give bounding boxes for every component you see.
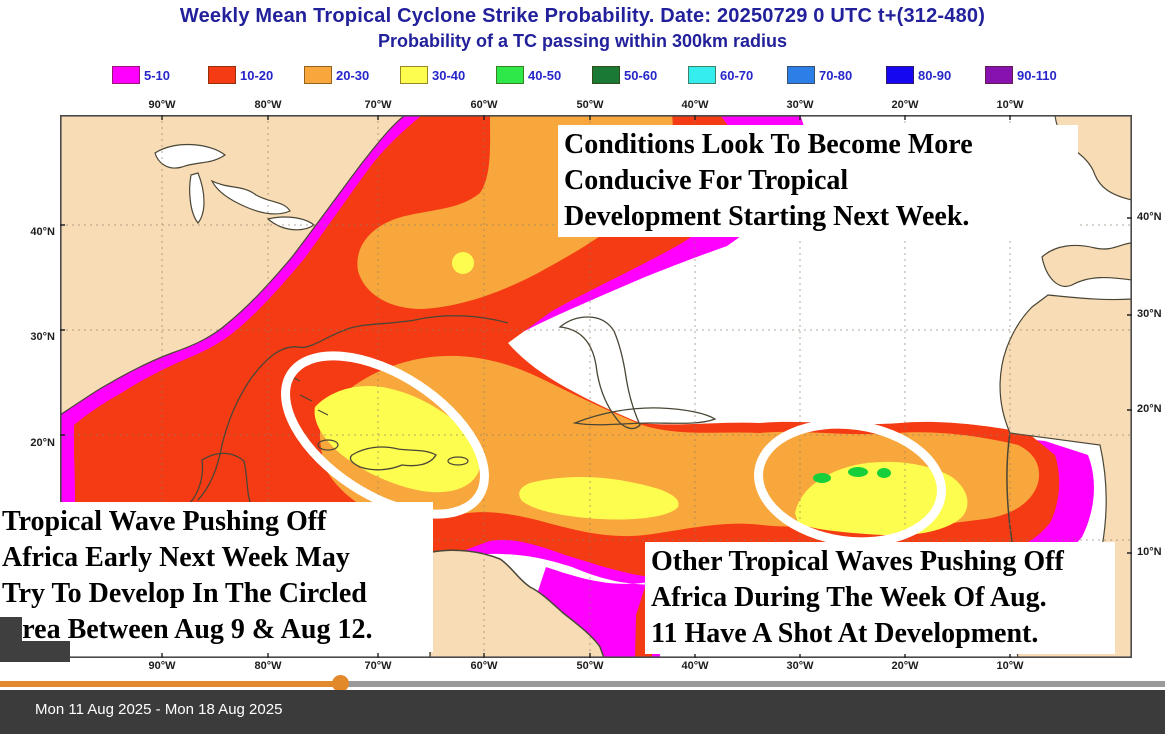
lon-label-top: 50°W bbox=[576, 99, 604, 111]
africa-coastline bbox=[1006, 432, 1015, 554]
hispaniola-coastline bbox=[349, 446, 437, 471]
lon-label-bottom: 80°W bbox=[254, 660, 282, 672]
gulf-coastline bbox=[197, 315, 509, 501]
prob-core-30-40 bbox=[314, 385, 480, 493]
lon-label-top: 90°W bbox=[148, 99, 176, 111]
legend-item: 60-70 bbox=[688, 66, 787, 84]
jamaica-coastline bbox=[317, 439, 339, 451]
lon-label-top: 80°W bbox=[254, 99, 282, 111]
great-lakes bbox=[210, 179, 291, 215]
lon-label-bottom: 70°W bbox=[364, 660, 392, 672]
prob-spot-40-50 bbox=[877, 468, 891, 478]
great-lakes bbox=[154, 143, 227, 169]
lon-label-bottom: 90°W bbox=[148, 660, 176, 672]
great-lakes bbox=[189, 172, 205, 224]
land-south-america bbox=[429, 549, 606, 659]
prob-core-30-40 bbox=[452, 252, 474, 274]
lon-label-top: 70°W bbox=[364, 99, 392, 111]
lon-label-top: 20°W bbox=[891, 99, 919, 111]
puerto-rico-coastline bbox=[447, 456, 469, 466]
cuba-coastline bbox=[572, 407, 717, 426]
annotation-box-tropical-wave: Tropical Wave Pushing Off Africa Early N… bbox=[0, 502, 433, 652]
legend-swatch bbox=[592, 66, 620, 84]
annotation-box-other-waves: Other Tropical Waves Pushing Off Africa … bbox=[645, 542, 1115, 654]
florida-coastline bbox=[558, 316, 641, 430]
legend-item: 30-40 bbox=[400, 66, 496, 84]
legend-item: 10-20 bbox=[208, 66, 304, 84]
timeline-progress bbox=[0, 681, 333, 687]
timeline-slider[interactable] bbox=[0, 675, 1165, 692]
prob-core-30-40 bbox=[795, 461, 968, 536]
lon-label-bottom: 30°W bbox=[786, 660, 814, 672]
timeline-handle[interactable] bbox=[332, 675, 349, 692]
probability-legend: 5-10 10-20 20-30 30-40 40-50 50-60 60-70… bbox=[112, 66, 1145, 84]
legend-item: 70-80 bbox=[787, 66, 886, 84]
lon-label-top: 30°W bbox=[786, 99, 814, 111]
timeline-bar: Mon 11 Aug 2025 - Mon 18 Aug 2025 bbox=[0, 690, 1165, 734]
map-border bbox=[60, 115, 1133, 659]
lat-label-right: 30°N bbox=[1137, 308, 1162, 320]
prob-spot-40-50 bbox=[848, 467, 868, 477]
page-title: Weekly Mean Tropical Cyclone Strike Prob… bbox=[179, 5, 986, 27]
lat-label-right: 10°N bbox=[1137, 546, 1162, 558]
corner-mark bbox=[0, 641, 70, 662]
legend-swatch bbox=[112, 66, 140, 84]
lon-label-top: 10°W bbox=[996, 99, 1024, 111]
page-subtitle: Probability of a TC passing within 300km… bbox=[377, 31, 788, 51]
legend-swatch bbox=[208, 66, 236, 84]
legend-swatch bbox=[304, 66, 332, 84]
lat-label-left: 20°N bbox=[30, 437, 55, 449]
legend-swatch bbox=[787, 66, 815, 84]
legend-item: 40-50 bbox=[496, 66, 592, 84]
lon-label-bottom: 40°W bbox=[681, 660, 709, 672]
legend-swatch bbox=[400, 66, 428, 84]
lon-label-bottom: 20°W bbox=[891, 660, 919, 672]
annotation-box-conditions: Conditions Look To Become More Conducive… bbox=[558, 125, 1078, 237]
legend-item: 50-60 bbox=[592, 66, 688, 84]
lat-label-right: 40°N bbox=[1137, 211, 1162, 223]
legend-swatch bbox=[496, 66, 524, 84]
land-north-america bbox=[57, 112, 407, 416]
legend-swatch bbox=[985, 66, 1013, 84]
date-range-label: Mon 11 Aug 2025 - Mon 18 Aug 2025 bbox=[35, 701, 283, 718]
legend-item: 5-10 bbox=[112, 66, 208, 84]
axis-ticks bbox=[60, 115, 1132, 658]
legend-item: 80-90 bbox=[886, 66, 985, 84]
prob-spot-40-50 bbox=[813, 473, 831, 483]
lat-label-left: 30°N bbox=[30, 331, 55, 343]
legend-swatch bbox=[688, 66, 716, 84]
legend-swatch bbox=[886, 66, 914, 84]
highlight-oval-east bbox=[754, 419, 946, 547]
legend-item: 90-110 bbox=[985, 66, 1084, 84]
lon-label-top: 60°W bbox=[470, 99, 498, 111]
lon-label-top: 40°W bbox=[681, 99, 709, 111]
highlight-oval-west bbox=[281, 351, 489, 519]
legend-item: 20-30 bbox=[304, 66, 400, 84]
lat-label-right: 20°N bbox=[1137, 403, 1162, 415]
lat-label-left: 40°N bbox=[30, 226, 55, 238]
prob-core-30-40 bbox=[519, 477, 679, 520]
lon-label-bottom: 60°W bbox=[470, 660, 498, 672]
lon-label-bottom: 50°W bbox=[576, 660, 604, 672]
lon-label-bottom: 10°W bbox=[996, 660, 1024, 672]
